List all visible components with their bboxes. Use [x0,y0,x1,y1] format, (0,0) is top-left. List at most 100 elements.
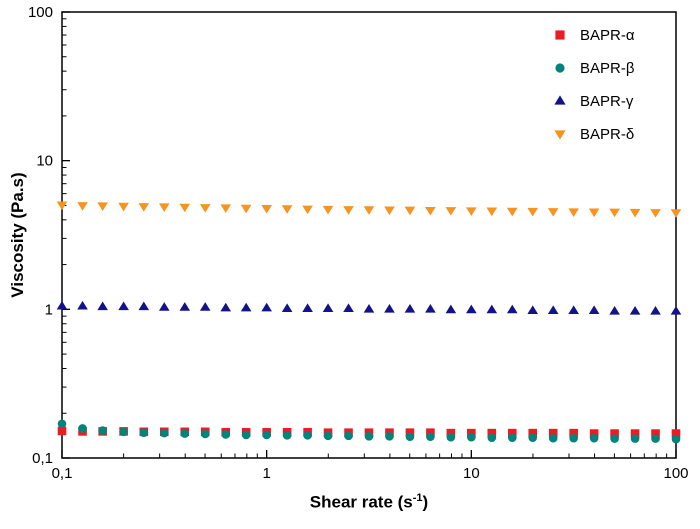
data-point [650,305,661,315]
data-point [670,209,682,218]
data-point [97,301,108,311]
x-axis-title-superscript: -1 [412,492,423,504]
data-point [528,428,538,438]
data-point [179,203,191,213]
legend-item: BAPR-δ [552,123,635,145]
data-point [506,207,518,217]
data-point [487,433,497,442]
legend: BAPR-α BAPR-β BAPR-γ BAPR-δ [552,24,635,145]
data-point [629,305,641,315]
data-point [555,30,565,40]
data-point [609,305,620,315]
legend-label: BAPR-δ [580,125,635,143]
data-point [158,302,170,311]
data-point [404,206,416,216]
triangle-down-marker-icon [554,130,566,140]
data-point [425,206,436,216]
legend-item: BAPR-γ [552,90,635,112]
data-point [200,429,210,439]
square-marker-icon [555,30,565,40]
series-BAPR-δ [56,201,682,218]
data-point [555,63,565,73]
data-point [528,433,538,442]
data-point [384,304,395,313]
data-point [554,95,566,105]
data-point [446,432,456,442]
data-point [57,419,67,429]
data-point [610,434,619,443]
data-point [630,429,640,438]
data-point [282,431,292,440]
data-point [241,430,251,440]
data-point [630,434,640,443]
data-point [119,427,128,437]
data-point [221,430,231,439]
data-point [118,202,129,212]
x-tick-label: 10 [463,465,480,482]
data-point [650,209,661,218]
data-point [322,205,334,215]
data-point [426,432,435,442]
data-point [118,301,129,311]
data-point [261,205,272,214]
data-point [343,303,354,312]
data-point [609,208,620,218]
x-tick-label: 1 [262,465,270,482]
data-point [281,303,293,312]
data-point [588,305,600,314]
data-point [554,130,566,140]
data-point [240,302,252,312]
data-point [487,428,497,438]
data-point [548,428,558,438]
data-point [323,431,333,441]
data-point [344,431,353,441]
data-point [138,301,150,311]
data-point [507,428,517,438]
data-point [548,433,558,443]
legend-item: BAPR-β [552,57,635,79]
y-tick-label: 0,1 [32,450,53,467]
data-point [56,201,68,211]
x-axis-title-text: Shear rate (s [309,492,413,512]
y-axis-title: Viscosity (Pa.s) [8,172,27,298]
series-BAPR-β [57,419,681,444]
data-point [220,302,232,312]
data-point [507,433,517,442]
data-point [78,424,87,433]
data-point [303,431,312,440]
data-point [363,304,375,313]
data-point [404,304,416,313]
y-tick-label: 100 [28,4,53,21]
data-point [77,300,88,310]
data-point [158,203,170,213]
data-point [343,206,354,215]
data-point [527,207,539,217]
data-point [384,206,395,216]
data-point [466,304,477,314]
data-point [98,426,107,435]
data-point [180,429,190,438]
data-point [671,434,681,444]
data-point [547,208,559,217]
x-axis-title: Shear rate (s-1) [219,487,519,512]
data-point [589,429,599,438]
data-point [445,304,457,314]
legend-label: BAPR-γ [580,92,634,110]
data-point [651,429,660,438]
data-point [671,429,681,438]
data-point [405,432,415,442]
data-point [364,431,374,441]
data-point [466,207,477,216]
data-point [262,430,271,440]
legend-label: BAPR-β [580,59,635,77]
data-point [77,202,88,211]
data-point [199,302,211,311]
data-point [97,202,108,211]
data-point [651,434,660,443]
data-point [670,305,682,315]
data-point [569,428,578,438]
data-point [569,433,578,443]
data-point [445,207,457,216]
data-point [240,204,252,214]
